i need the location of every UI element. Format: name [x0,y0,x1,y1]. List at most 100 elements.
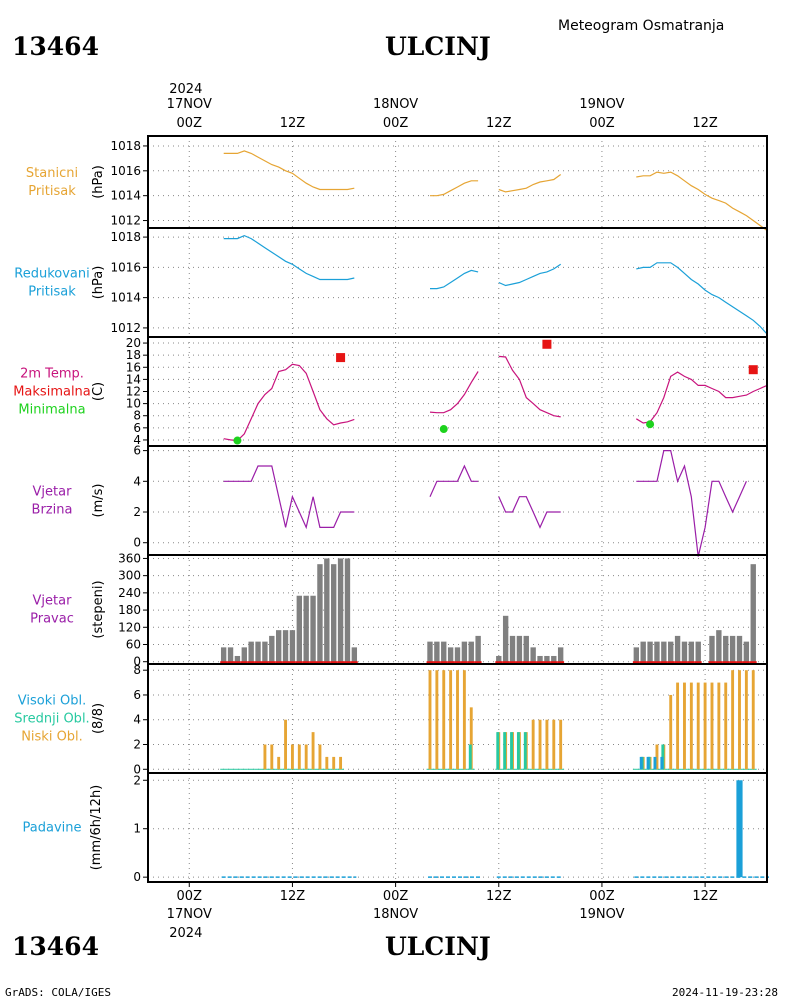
low-cloud-bar [738,670,741,770]
panel-label: Pritisak [28,285,76,300]
wind-direction-bar [255,641,261,662]
wind-direction-bar [544,655,550,662]
series-line [429,464,479,497]
low-cloud-bar [332,756,336,770]
low-cloud-bar [689,682,693,770]
low-cloud-bar [731,670,735,770]
wind-direction-bar [234,655,241,662]
bottom-hour-tick-label: 12Z [486,889,512,904]
series-line [636,262,768,335]
bottom-date-label: 17NOV [167,907,212,922]
y-tick-label: 1014 [110,291,141,305]
low-cloud-bar [263,744,267,770]
top-date-label: 18NOV [373,97,418,112]
panel-label: Pritisak [28,184,76,199]
panel-label: Srednji Obl. [14,712,89,727]
low-cloud-bar [456,670,459,770]
wind-direction-bar [262,641,268,662]
wind-direction-bar [324,558,330,662]
wind-direction-bar [475,635,481,662]
top-hour-tick-label: 12Z [280,116,306,131]
min-temp-marker [646,420,655,429]
wind-direction-bar [709,635,715,662]
series-line [635,371,768,424]
panel-redukovani: 1012 1014 1016 1018 (hPa)Redukovani Pritisak [14,227,768,338]
top-year-label: 2024 [169,82,202,97]
max-temp-marker [336,353,346,363]
y-tick-label: 1012 [110,214,141,228]
bottom-hour-tick-label: 12Z [692,889,718,904]
bottom-hour-tick-label: 00Z [589,889,615,904]
wind-direction-bar [502,615,509,662]
wind-direction-bar [289,630,296,662]
wind-direction-bar [282,630,289,662]
wind-direction-bar [716,630,722,662]
wind-direction-bar [337,558,344,662]
low-cloud-bar [559,719,563,770]
low-cloud-bar [655,744,659,770]
footer-credit: GrADS: COLA/IGES [5,986,111,999]
station-name-bottom: ULCINJ [385,932,491,961]
panel-label: Visoki Obl. [18,694,86,709]
low-cloud-bar [545,719,549,770]
wind-direction-bar [668,641,674,662]
wind-direction-bar [296,595,302,662]
wind-direction-bar [351,647,358,662]
y-axis-unit-label: (stepeni) [91,580,106,638]
station-id-bottom: 13464 [12,932,99,961]
wind-direction-bar [461,641,468,662]
panel-oblacnost: 0 2 4 6 8 (8/8) Visoki Obl. Srednji Obl. Niski O… [14,663,768,776]
panel-label: Padavine [23,821,82,836]
low-cloud-bar [669,694,673,770]
wind-direction-bar [331,564,337,662]
y-tick-label: 1018 [110,139,141,153]
wind-direction-bar [227,647,234,662]
low-cloud-bar [339,756,343,770]
low-cloud-bar [469,707,473,770]
low-cloud-bar [717,682,721,770]
wind-direction-bar [447,647,454,662]
y-tick-label: 0 [133,536,141,550]
panel-frame [147,772,768,883]
y-tick-label: 1 [133,822,141,836]
wind-direction-bar [736,635,743,662]
low-cloud-bar [696,682,700,770]
low-cloud-bar [325,756,329,770]
panel-label: Vjetar [33,485,73,500]
panel-pravac: 0 60 120 180 240 300 360 (stepeni) Vjetar Pravac [30,551,768,669]
y-tick-label: 4 [133,433,141,447]
y-tick-label: 240 [118,586,141,600]
top-hour-tick-label: 12Z [486,116,512,131]
low-cloud-bar [683,682,686,770]
y-tick-label: 4 [133,713,141,727]
series-line [430,269,479,290]
y-tick-label: 6 [133,421,141,435]
panel-label: Pravac [30,612,74,627]
high-cloud-bar [646,756,650,770]
low-cloud-bar [284,719,287,770]
bottom-hour-tick-label: 12Z [280,889,306,904]
wind-direction-bar [647,641,653,662]
panel-label: 2m Temp. [20,367,84,382]
bottom-hour-tick-label: 00Z [177,889,203,904]
wind-direction-bar [269,635,275,662]
series-line [498,174,562,193]
y-tick-label: 1014 [110,189,141,203]
y-tick-label: 6 [133,444,141,458]
mid-cloud-bar [510,732,513,770]
wind-direction-bar [557,647,564,662]
wind-direction-bar [661,641,667,662]
series-line [498,355,561,418]
wind-direction-bar [695,641,701,662]
series-line [223,465,355,530]
wind-direction-bar [496,655,502,662]
low-cloud-bar [428,670,432,770]
top-date-label: 19NOV [579,97,624,112]
low-cloud-bar [311,732,315,770]
y-axis-unit-label: (C) [91,382,106,401]
wind-direction-bar [434,641,440,662]
top-hour-tick-label: 12Z [692,116,718,131]
mid-cloud-bar [468,744,472,770]
